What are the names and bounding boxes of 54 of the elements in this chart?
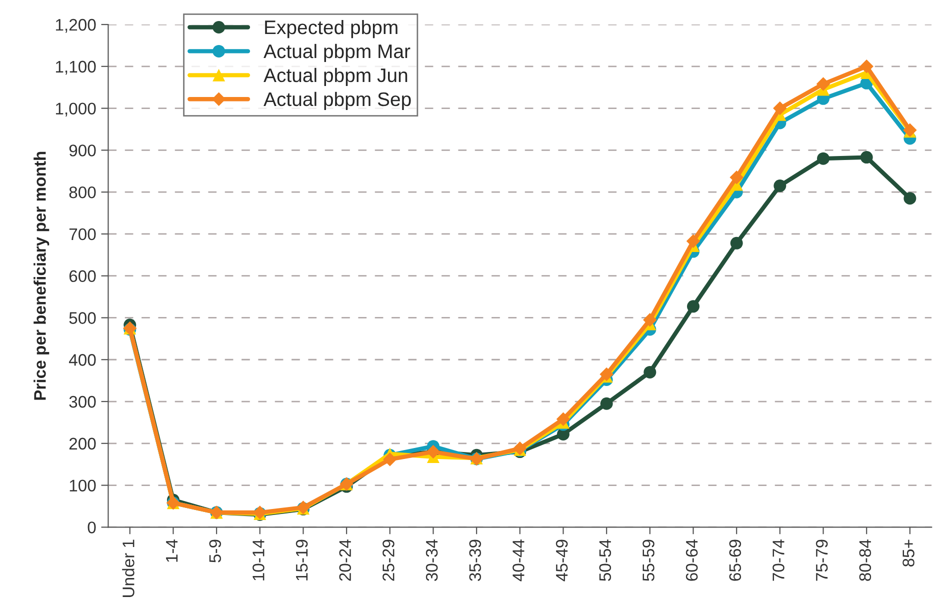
x-tick-label: Under 1 xyxy=(122,540,134,597)
point xyxy=(816,77,830,91)
point xyxy=(774,180,786,192)
y-tick-label: 1,100 xyxy=(56,60,96,75)
x-tick-label: 10-14 xyxy=(252,539,264,580)
point xyxy=(600,367,614,382)
point xyxy=(383,452,397,466)
point xyxy=(600,397,613,410)
y-tick-label: 1,200 xyxy=(56,18,96,33)
point xyxy=(730,236,743,250)
x-tick-label: 85+ xyxy=(902,540,914,567)
y-tick-label: 900 xyxy=(69,144,96,156)
x-tick-label: 70-74 xyxy=(772,539,784,581)
legend-label: Expected pbpm xyxy=(265,20,398,38)
y-tick-label: 400 xyxy=(68,354,96,366)
x-tick-label: 25-29 xyxy=(382,540,394,581)
point xyxy=(860,60,874,74)
y-tick-label: 300 xyxy=(69,396,96,408)
legend-label: Actual pbpm Mar xyxy=(264,44,410,62)
point xyxy=(556,412,570,426)
x-tick-label: 1-4 xyxy=(166,539,178,562)
x-tick-label: 75-79 xyxy=(816,540,828,581)
y-tick-label: 500 xyxy=(69,312,96,324)
legend-label: Actual pbpm Sep xyxy=(264,92,411,110)
x-tick-label: 30-34 xyxy=(426,539,438,581)
point xyxy=(686,234,700,248)
y-axis-title: Price per beneficiary per month xyxy=(34,152,50,400)
point xyxy=(773,101,787,116)
point xyxy=(686,300,700,313)
x-tick-label: 35-39 xyxy=(469,540,482,581)
point xyxy=(643,312,657,327)
y-tick-label: 700 xyxy=(69,228,96,240)
x-tick-label: 55-59 xyxy=(642,540,654,581)
y-tick-label: 100 xyxy=(70,480,96,492)
y-tick-label: 1,000 xyxy=(56,102,96,116)
x-tick-label: 50-54 xyxy=(599,539,612,581)
x-tick-label: 80-84 xyxy=(859,539,872,581)
point xyxy=(817,152,830,165)
y-tick-label: 200 xyxy=(69,438,96,450)
x-tick-label: 20-24 xyxy=(339,539,352,581)
x-tick-label: 45-49 xyxy=(556,540,568,582)
point xyxy=(730,170,744,184)
point xyxy=(860,151,873,164)
point xyxy=(904,192,916,205)
y-tick-label: 600 xyxy=(69,270,96,282)
y-tick-label: 0 xyxy=(88,522,96,534)
x-tick-label: 5-9 xyxy=(209,540,222,562)
x-tick-label: 65-69 xyxy=(729,540,742,581)
x-tick-label: 15-19 xyxy=(296,540,308,580)
x-tick-label: 60-64 xyxy=(686,539,698,581)
y-tick-label: 800 xyxy=(69,186,96,198)
x-tick-label: 40-44 xyxy=(512,539,524,582)
legend-label: Actual pbpm Jun xyxy=(264,68,408,86)
point xyxy=(644,366,656,378)
